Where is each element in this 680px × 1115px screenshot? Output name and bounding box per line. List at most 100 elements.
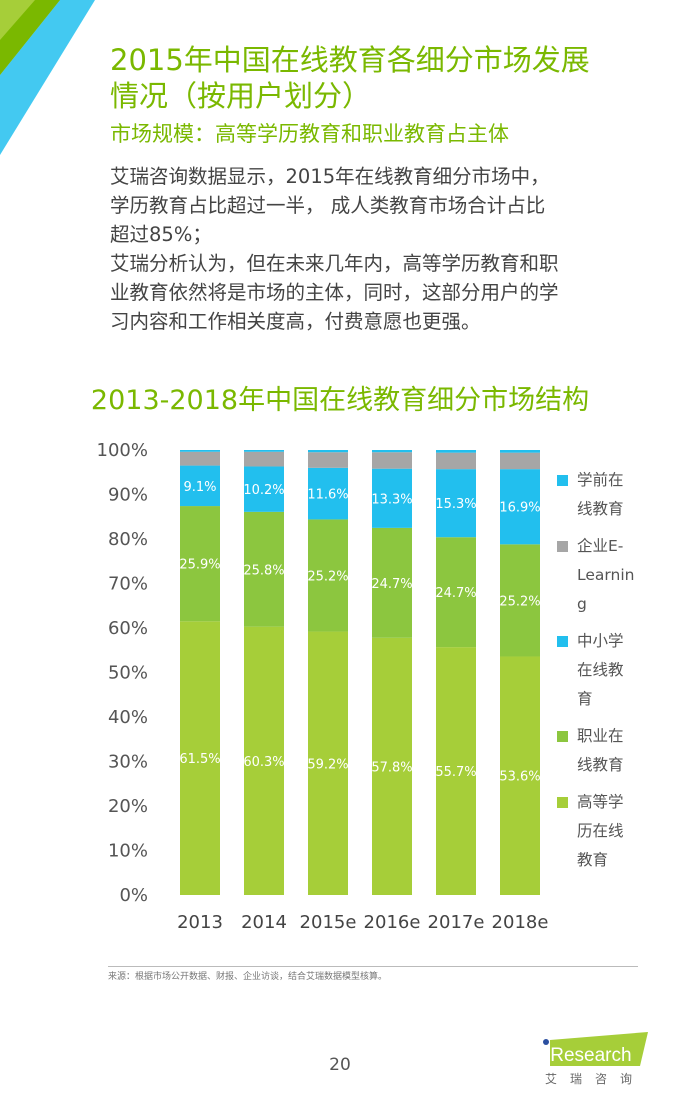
chart-title: 2013-2018年中国在线教育细分市场结构	[90, 385, 590, 416]
bar-segment	[308, 519, 348, 632]
data-label: 25.2%	[307, 569, 348, 584]
bar-segment	[244, 466, 284, 512]
bar-segment	[436, 537, 476, 648]
bar-segment	[500, 544, 540, 657]
y-tick-label: 40%	[108, 707, 148, 728]
x-tick-label: 2017e	[428, 912, 485, 933]
legend-swatch	[557, 475, 568, 486]
y-tick-label: 60%	[108, 618, 148, 639]
y-tick-label: 80%	[108, 529, 148, 550]
data-label: 9.1%	[183, 480, 216, 495]
bar-segment	[436, 469, 476, 538]
bar-segment	[372, 468, 412, 528]
y-tick-label: 0%	[119, 885, 148, 906]
bar-segment	[436, 450, 476, 453]
bar-segment	[244, 626, 284, 895]
legend-item: 中小学 在线教育	[557, 627, 637, 714]
data-label: 61.5%	[179, 752, 220, 767]
bar-segment	[180, 450, 220, 452]
bar-segment	[500, 450, 540, 453]
bar-segment	[180, 451, 220, 466]
chart-legend: 学前在 线教育 企业E- Learnin g 中小学 在线教育职业在 线教育 高等学 历在线 教育	[557, 466, 637, 883]
data-label: 11.6%	[307, 488, 348, 503]
legend-label: 线教育	[577, 756, 624, 774]
data-label: 10.2%	[243, 483, 284, 498]
y-tick-label: 70%	[108, 574, 148, 595]
legend-label: 企业E-	[577, 537, 624, 555]
data-label: 13.3%	[371, 492, 412, 507]
bar-segment	[308, 450, 348, 453]
bar-segment	[372, 450, 412, 453]
svg-text:iResearch: iResearch	[546, 1045, 632, 1066]
stacked-bar-chart: 0% 10% 20% 30% 40% 50% 60% 70% 80% 90% 100% 61.5% 25…	[97, 440, 549, 933]
bar-segment	[372, 452, 412, 469]
data-label: 53.6%	[499, 770, 540, 785]
bar-segment	[436, 647, 476, 895]
corner-decoration	[0, 0, 95, 155]
bar-segment	[500, 656, 540, 895]
data-label: 25.9%	[179, 558, 220, 573]
legend-label: 中小学	[577, 632, 624, 650]
bar-segment	[308, 631, 348, 895]
data-label: 15.3%	[435, 497, 476, 512]
legend-label: 学前在	[577, 471, 624, 489]
legend-label: 历在线	[577, 822, 624, 840]
x-tick-label: 2015e	[300, 912, 357, 933]
bar-segment	[308, 467, 348, 520]
legend-swatch	[557, 541, 568, 552]
bar-segment	[308, 452, 348, 468]
legend-label: 在线教	[577, 661, 624, 679]
legend-label: 线教育	[577, 500, 624, 518]
legend-label: g	[577, 595, 587, 613]
x-tick-label: 2018e	[492, 912, 549, 933]
legend-item: 职业在 线教育	[557, 722, 637, 780]
x-tick-label: 2016e	[364, 912, 421, 933]
y-tick-label: 20%	[108, 796, 148, 817]
logo-cn: 艾瑞咨询	[545, 1072, 646, 1086]
data-label: 16.9%	[499, 501, 540, 516]
data-label: 57.8%	[371, 760, 412, 775]
legend-label: 教育	[577, 851, 609, 869]
legend-item: 高等学 历在线 教育	[557, 788, 637, 875]
bar-segment	[436, 452, 476, 470]
legend-label: 高等学	[577, 793, 624, 811]
bar-segment	[500, 469, 540, 545]
bar-segment	[180, 465, 220, 507]
data-label: 59.2%	[307, 757, 348, 772]
iresearch-logo: iResearch	[543, 1032, 648, 1066]
bar-segment	[244, 451, 284, 467]
data-label: 24.7%	[371, 577, 412, 592]
y-tick-label: 30%	[108, 752, 148, 773]
data-label: 24.7%	[435, 586, 476, 601]
legend-swatch	[557, 731, 568, 742]
data-label: 25.8%	[243, 563, 284, 578]
divider	[108, 966, 638, 967]
page-number: 20	[329, 1055, 351, 1075]
y-tick-label: 100%	[97, 440, 148, 461]
bar-segment	[180, 621, 220, 895]
page-subtitle: 市场规模：高等学历教育和职业教育占主体	[110, 122, 509, 146]
legend-label: Learnin	[577, 566, 635, 584]
data-label: 25.2%	[499, 594, 540, 609]
legend-item: 学前在 线教育	[557, 466, 637, 524]
legend-item: 企业E- Learnin g	[557, 532, 637, 619]
bar-segment	[500, 452, 540, 470]
bar-segment	[180, 506, 220, 622]
legend-label: 育	[577, 690, 593, 708]
legend-swatch	[557, 797, 568, 808]
bar-segment	[372, 527, 412, 638]
x-tick-label: 2013	[177, 912, 223, 933]
x-tick-label: 2014	[241, 912, 287, 933]
y-tick-label: 50%	[108, 663, 148, 684]
body-text: 艾瑞咨询数据显示，2015年在线教育细分市场中， 学历教育占比超过一半， 成人类教…	[110, 165, 559, 333]
source-note: 来源：根据市场公开数据、财报、企业访谈，结合艾瑞数据模型核算。	[108, 972, 388, 982]
data-label: 60.3%	[243, 755, 284, 770]
data-label: 55.7%	[435, 765, 476, 780]
legend-swatch	[557, 636, 568, 647]
y-tick-label: 10%	[108, 841, 148, 862]
legend-label: 职业在	[577, 727, 624, 745]
bar-segment	[372, 637, 412, 895]
bar-segment	[244, 450, 284, 452]
y-tick-label: 90%	[108, 485, 148, 506]
